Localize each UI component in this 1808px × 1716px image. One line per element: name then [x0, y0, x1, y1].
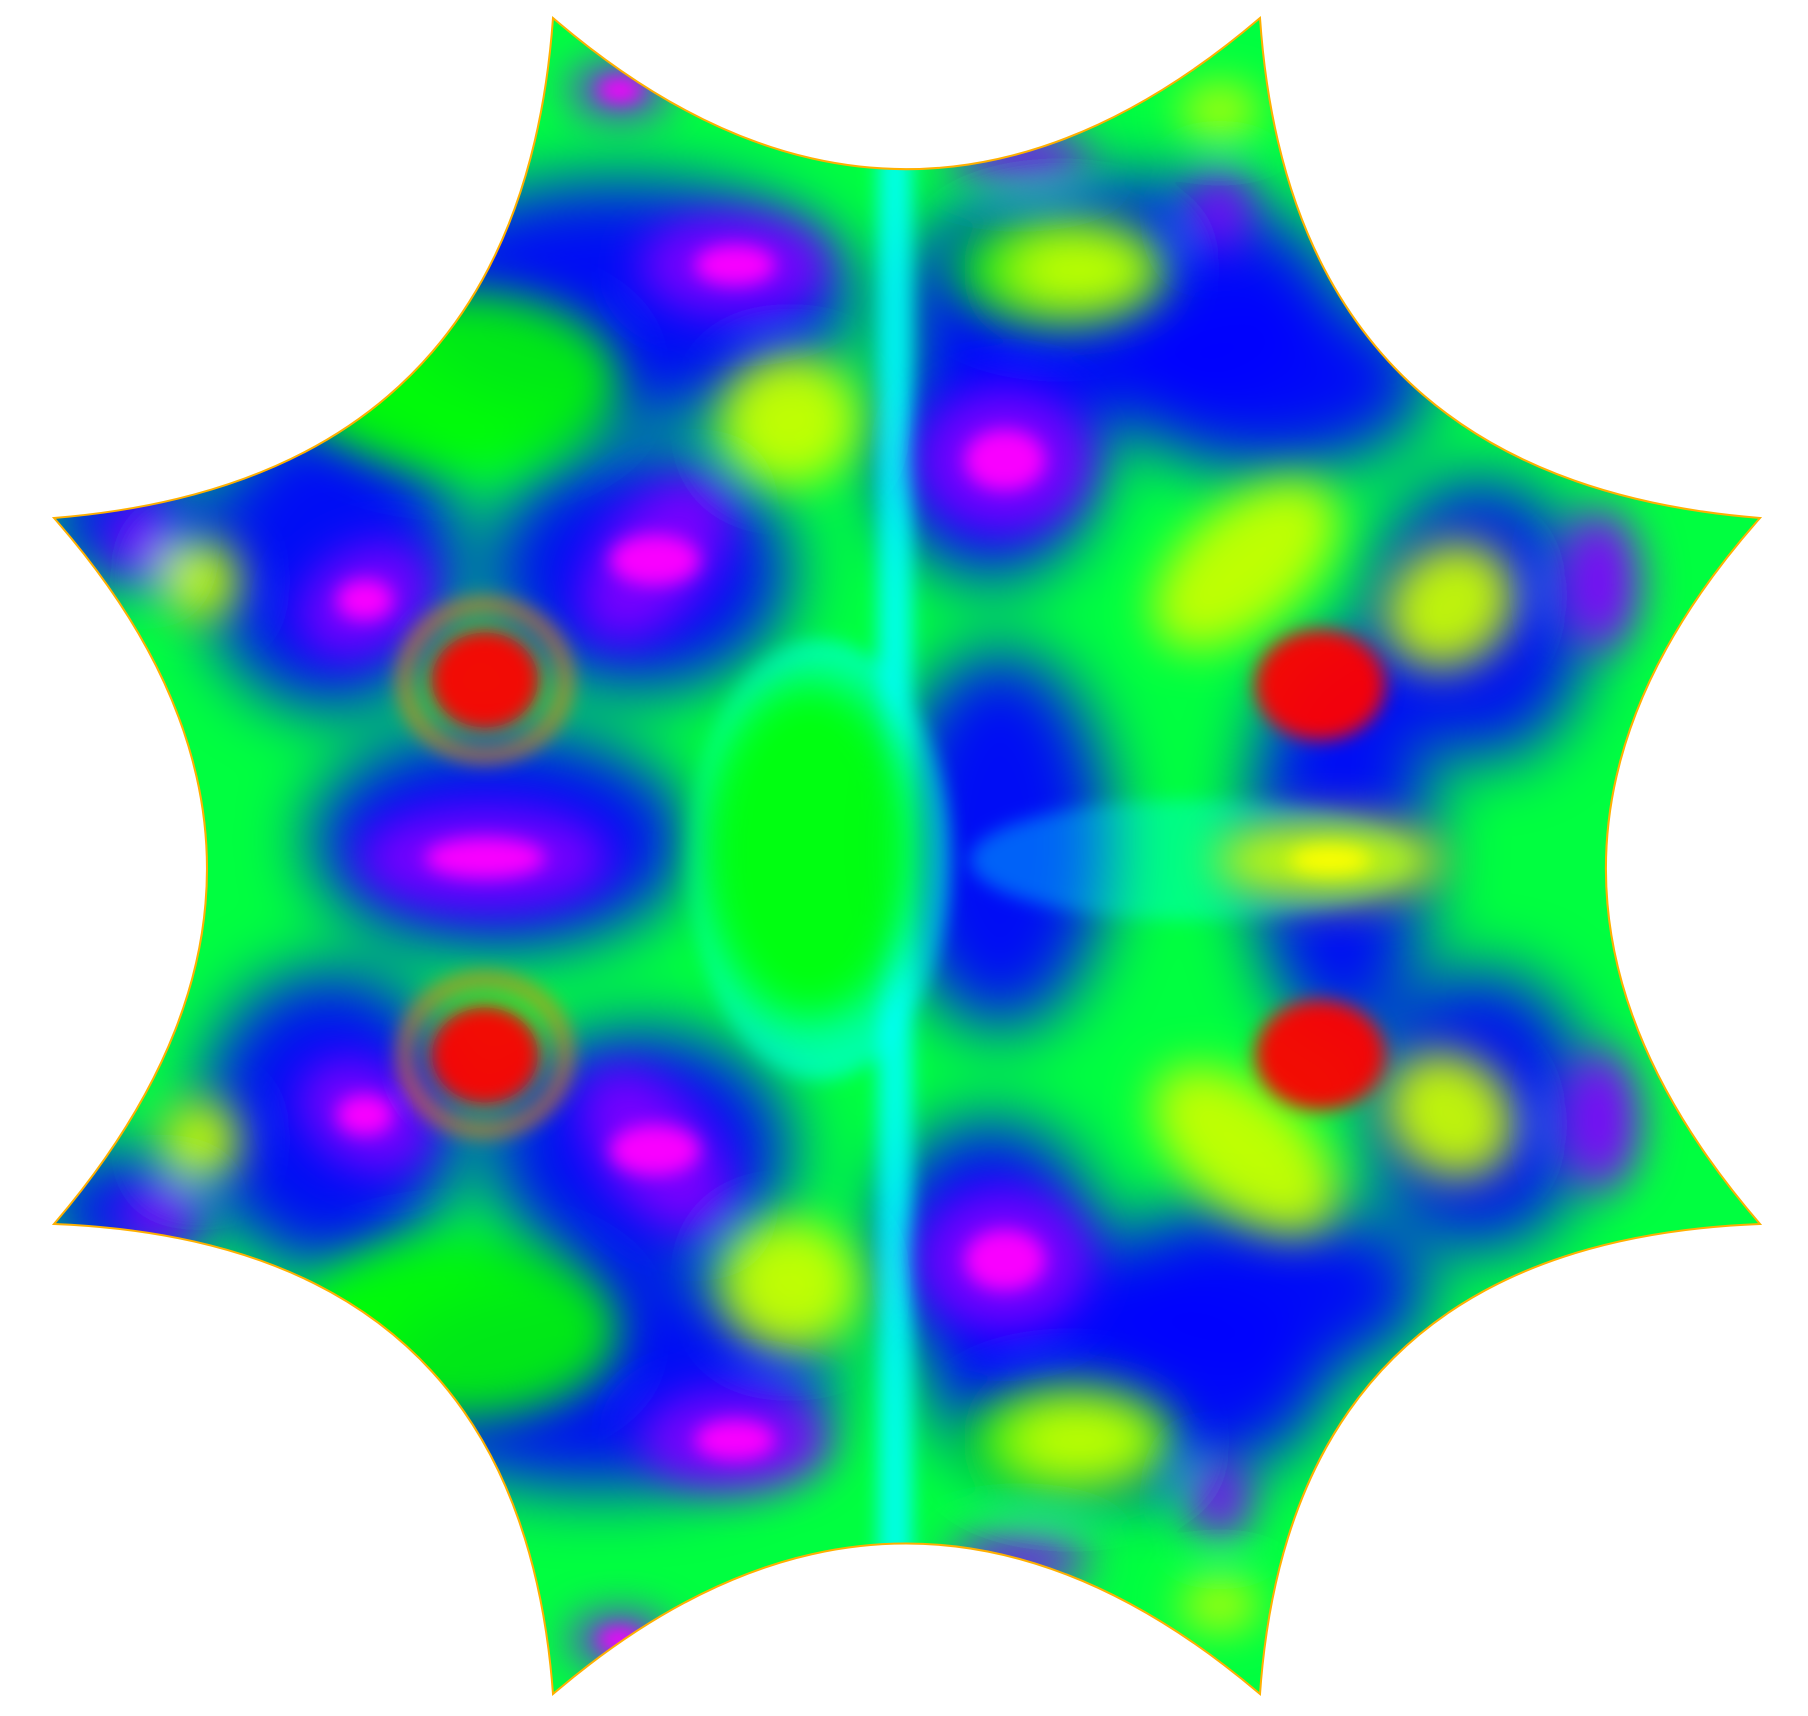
magenta-core: [610, 1125, 700, 1175]
magenta-core: [598, 78, 642, 102]
magenta-core: [337, 1095, 393, 1135]
magenta-core: [610, 535, 700, 585]
hot-core: [430, 630, 540, 730]
yellow-lobe: [1180, 1580, 1260, 1630]
magenta-core: [695, 1420, 775, 1460]
violet-lobe: [110, 500, 170, 580]
yellow-lobe: [1152, 480, 1338, 650]
yellow-lobe: [720, 355, 860, 485]
orange-ring: [396, 596, 574, 764]
yellow-lobe: [1152, 1065, 1338, 1235]
violet-lobe: [1190, 170, 1250, 250]
yellow-lobe: [1383, 540, 1517, 670]
yellow-lobe: [700, 1650, 780, 1690]
violet-lobe: [1560, 510, 1640, 650]
yellow-lobe: [1010, 1405, 1150, 1475]
magenta-core: [965, 430, 1045, 490]
violet-lobe: [1190, 1460, 1250, 1540]
orange-ring: [396, 971, 574, 1139]
yellow-lobe: [720, 1220, 860, 1350]
hot-core: [1290, 846, 1370, 874]
yellow-lobe: [160, 540, 240, 620]
magenta-core: [337, 580, 393, 620]
blue-region: [1110, 290, 1430, 470]
hot-core: [1255, 630, 1385, 740]
magenta-core: [695, 245, 775, 285]
yellow-lobe: [1010, 235, 1150, 305]
yellow-lobe: [1383, 1050, 1517, 1180]
green-region: [300, 1240, 620, 1420]
violet-lobe: [120, 1185, 200, 1245]
blue-region: [1090, 1200, 1430, 1380]
violet-lobe: [1560, 1050, 1640, 1190]
hot-core: [1255, 1000, 1385, 1110]
yellow-lobe: [1180, 85, 1260, 135]
magenta-core: [965, 1230, 1045, 1290]
magenta-core: [425, 838, 545, 878]
hot-core: [430, 1005, 540, 1105]
yellow-lobe: [160, 1100, 240, 1180]
boundary-edge: [51, 15, 1763, 1697]
green-region: [700, 680, 920, 1020]
